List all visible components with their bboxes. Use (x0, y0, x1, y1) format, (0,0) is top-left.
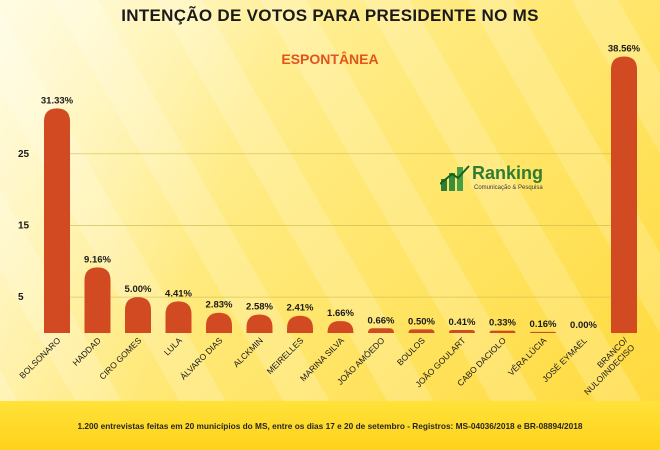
bar (287, 315, 313, 333)
category-label: MEIRELLES (265, 335, 306, 376)
value-label: 0.50% (408, 316, 435, 327)
bar-chart-logo-icon (440, 165, 470, 191)
value-label: 2.41% (287, 303, 314, 314)
bar (489, 330, 516, 333)
value-label: 0.41% (449, 317, 476, 328)
category-label: BOULOS (395, 335, 427, 367)
category-label: HADDAD (70, 335, 102, 367)
bar-chart: 5 15 25 31.33% BOLSONARO 9.16% HADDAD 5.00% CIRO… (17, 44, 641, 397)
bar (84, 267, 111, 333)
bar (611, 56, 637, 333)
bar (368, 328, 394, 333)
value-label: 31.33% (41, 95, 74, 106)
y-tick-label: 25 (18, 149, 30, 160)
logo-tagline: Comunicação & Pesquisa (474, 185, 543, 191)
category-label: VÊRA LÚCIA (506, 335, 549, 378)
category-label: LULA (162, 335, 184, 357)
logo-name: Ranking (472, 163, 544, 183)
bar (44, 108, 70, 334)
chart-subtitle: ESPONTÂNEA (281, 51, 379, 67)
bar (246, 314, 273, 333)
category-label: ALCKMIN (231, 335, 265, 369)
value-label: 2.83% (206, 300, 233, 311)
ranking-logo: Ranking Comunicação & Pesquisa (440, 162, 560, 198)
y-tick-label: 15 (18, 220, 30, 231)
category-label: BOLSONARO (17, 335, 62, 380)
value-label: 0.00% (570, 320, 597, 331)
value-label: 38.56% (608, 44, 641, 55)
value-label: 4.41% (165, 288, 192, 299)
value-label: 9.16% (84, 254, 111, 265)
value-label: 5.00% (125, 284, 152, 295)
bar (206, 312, 232, 333)
chart-title: INTENÇÃO DE VOTOS PARA PRESIDENTE NO MS (121, 6, 539, 25)
value-label: 0.66% (368, 315, 395, 326)
bar (165, 301, 192, 333)
value-label: 2.58% (246, 302, 273, 313)
y-tick-label: 5 (18, 292, 24, 303)
value-label: 1.66% (327, 308, 354, 319)
category-label: ÁLVARO DIAS (178, 335, 224, 381)
bar (530, 331, 556, 333)
bar (327, 321, 354, 333)
bar (408, 329, 435, 333)
footer-note: 1.200 entrevistas feitas em 20 município… (77, 421, 583, 431)
value-label: 0.16% (530, 319, 557, 330)
value-label: 0.33% (489, 318, 516, 329)
category-label: CIRO GOMES (97, 335, 143, 381)
bar (125, 297, 151, 333)
bar (449, 330, 475, 333)
footer-band (0, 401, 660, 450)
